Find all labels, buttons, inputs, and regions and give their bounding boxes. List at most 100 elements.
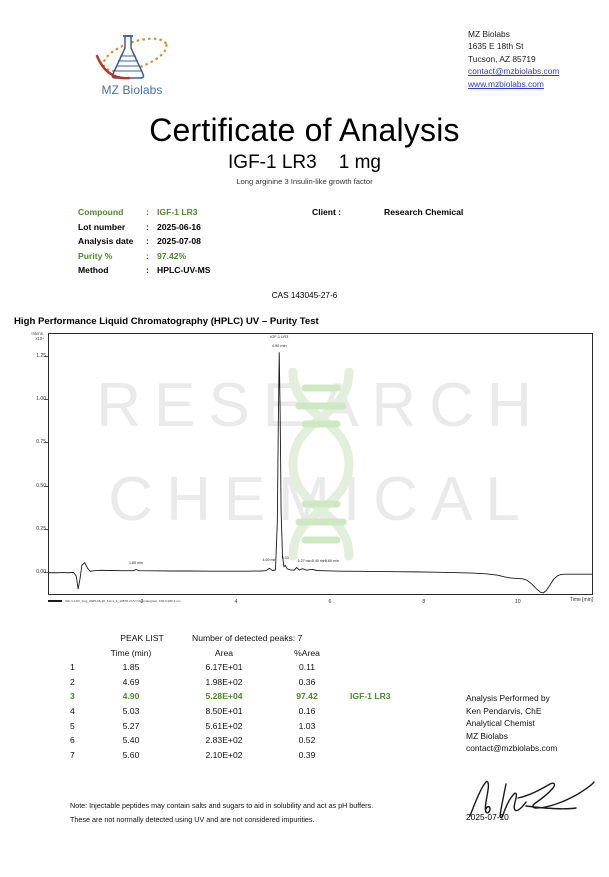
peak-compound-name <box>336 733 440 748</box>
contact-street: 1635 E 18th St <box>468 41 524 52</box>
peak-index: 2 <box>70 676 75 687</box>
peak-area: 5.61E+02 <box>205 720 243 731</box>
legend-swatch <box>48 600 62 602</box>
analyst-company: MZ Biolabs <box>466 730 508 741</box>
peak-list-header: PEAK LIST Number of detected peaks: 7 <box>70 631 440 646</box>
method-label: Method <box>78 265 109 276</box>
detail-row-compound: Compound : IGF-1 LR3 <box>78 205 210 220</box>
peak-annotation: 5.40 min <box>311 558 326 563</box>
analyst-performed-by: Analysis Performed by <box>466 693 550 703</box>
peak-count-label: Number of detected peaks: 7 <box>192 633 303 643</box>
analyst-name: Ken Pendarvis, ChE <box>466 705 542 716</box>
contact-email-link[interactable]: contact@mzbiolabs.com <box>468 66 560 77</box>
chromatogram: Intens. x10⁴ 0.00 0.25 0.50 0.75 1.00 1.25 RE… <box>14 331 595 605</box>
product-title: IGF-1 LR3 1 mg <box>0 152 609 174</box>
compound-details: Compound : IGF-1 LR3 Lot number : 2025-0… <box>78 205 210 278</box>
purity-colon: : <box>146 250 149 261</box>
peak-percent-area: 1.03 <box>298 720 316 731</box>
peak-index: 4 <box>70 705 75 716</box>
table-row: 7 5.60 2.10E+02 0.39 <box>70 748 440 763</box>
signature-date: 2025-07-10 <box>466 812 509 822</box>
purity-label: Purity % <box>78 250 113 261</box>
y-axis-title: Intens. x10⁴ <box>31 331 44 341</box>
peak-percent-area: 0.39 <box>298 749 316 760</box>
method-colon: : <box>146 265 149 276</box>
detail-row-analysis-date: Analysis date : 2025-07-08 <box>78 234 210 249</box>
table-row: 5 5.27 5.61E+02 1.03 <box>70 719 440 734</box>
contact-website-link[interactable]: www.mzbiolabs.com <box>468 78 544 89</box>
document-header: MZ Biolabs MZ Biolabs 1635 E 18th St Tuc… <box>0 28 609 108</box>
y-tick-mark <box>44 485 48 487</box>
compound-label: Compound <box>78 207 124 217</box>
cas-number: CAS 143045-27-6 <box>271 291 338 300</box>
y-tick-label: 0.50 <box>36 482 46 489</box>
peak-area: 5.28E+04 <box>205 691 243 702</box>
x-tick-label: 8 <box>422 599 426 605</box>
peak-percent-area: 0.11 <box>298 662 316 673</box>
peak-time: 5.40 <box>122 735 140 746</box>
legend-label: IGF-1-LR3_1mg_2025-06-16_3-D,1_1_10878.d… <box>65 599 181 603</box>
peak-annotation: 5.60 min <box>324 558 339 563</box>
peak-percent-area: 0.16 <box>298 705 316 716</box>
flask-icon <box>89 30 175 82</box>
lot-value: 2025-06-16 <box>157 221 201 232</box>
signature <box>466 778 596 820</box>
analysis-date-label: Analysis date <box>78 236 134 247</box>
peak-area: 1.98E+02 <box>205 676 243 687</box>
y-tick-mark <box>44 572 48 574</box>
x-tick-label: 2 <box>140 599 144 605</box>
note-line-1: Note: Injectable peptides may contain sa… <box>70 801 374 810</box>
table-row: 2 4.69 1.98E+02 0.36 <box>70 675 440 690</box>
peak-compound-name <box>336 719 440 734</box>
peak-annotation: IGF-1 LR3 <box>270 334 289 340</box>
trace-line <box>49 352 592 594</box>
chart-title: High Performance Liquid Chromatography (… <box>14 316 319 327</box>
analyst-block: Analysis Performed by Ken Pendarvis, ChE… <box>466 692 557 755</box>
y-tick-mark <box>44 398 48 400</box>
y-tick-label: 0.25 <box>36 526 46 533</box>
plot-area: RESEARCH CHEMICAL <box>48 333 593 595</box>
table-row: 4 5.03 8.50E+01 0.16 <box>70 704 440 719</box>
peak-area: 2.83E+02 <box>205 735 243 746</box>
y-tick-mark <box>44 529 48 531</box>
analysis-date-value: 2025-07-08 <box>157 236 201 247</box>
note-line-2: These are not normally detected using UV… <box>70 814 315 824</box>
purity-value: 97.42% <box>157 250 187 261</box>
peak-annotation: 1.85 min <box>129 561 143 566</box>
page-title: Certificate of Analysis <box>149 112 460 148</box>
company-logo: MZ Biolabs <box>72 30 192 97</box>
peak-index: 7 <box>70 749 75 760</box>
peak-area: 8.50E+01 <box>205 705 243 716</box>
column-header-area: Area <box>214 647 234 658</box>
peak-index: 6 <box>70 735 75 746</box>
contact-company: MZ Biolabs <box>468 29 510 39</box>
x-tick-label: 6 <box>328 599 332 605</box>
peak-percent-area: 97.42 <box>296 691 318 702</box>
analyst-email: contact@mzbiolabs.com <box>466 743 558 754</box>
lot-colon: : <box>146 221 149 232</box>
y-tick-label: 0.00 <box>36 569 46 576</box>
y-tick-mark <box>44 442 48 444</box>
product-name: IGF-1 LR3 <box>228 152 317 173</box>
y-tick-label: 1.00 <box>36 395 46 402</box>
column-header-percent-area: %Area <box>294 647 320 658</box>
compound-colon: : <box>146 207 149 217</box>
peak-area: 6.17E+01 <box>205 662 243 673</box>
compound-value: IGF-1 LR3 <box>157 207 198 217</box>
detail-row-lot: Lot number : 2025-06-16 <box>78 220 210 235</box>
table-row: 6 5.40 2.83E+02 0.52 <box>70 733 440 748</box>
table-row: 1 1.85 6.17E+01 0.11 <box>70 660 440 675</box>
peak-list-table: PEAK LIST Number of detected peaks: 7 Ti… <box>70 631 440 762</box>
contact-city: Tucson, AZ 85719 <box>468 53 536 64</box>
peak-annotation: 4.90 min <box>271 342 287 348</box>
client-label: Client : <box>312 207 342 217</box>
method-value: HPLC-UV-MS <box>157 265 211 276</box>
peak-list-column-headers: Time (min) Area %Area <box>70 646 440 661</box>
client-value: Research Chemical <box>384 207 464 217</box>
peak-time: 4.90 <box>122 691 140 702</box>
peak-index: 3 <box>70 691 75 702</box>
peak-index: 1 <box>70 662 75 673</box>
peak-area: 2.10E+02 <box>205 749 243 760</box>
peak-list-title: PEAK LIST <box>120 633 164 643</box>
